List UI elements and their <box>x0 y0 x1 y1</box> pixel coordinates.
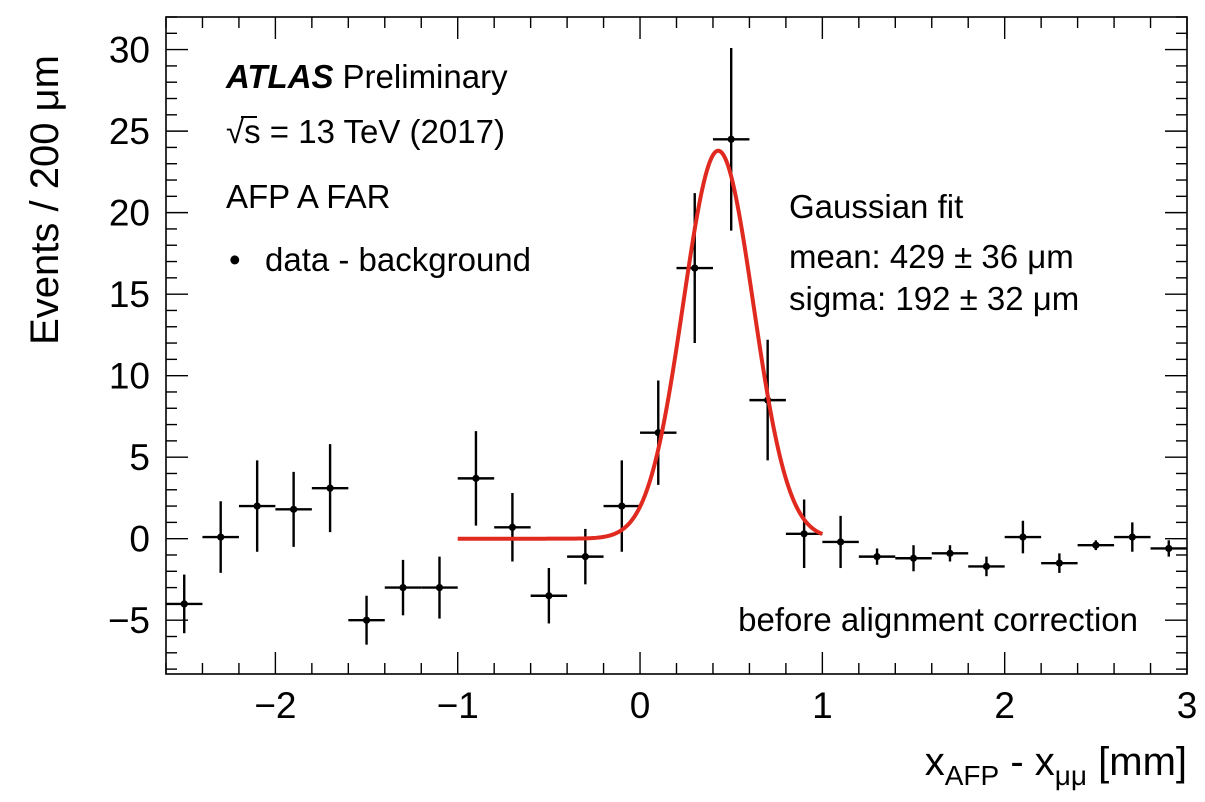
data-point <box>1150 540 1187 557</box>
data-point-marker <box>508 523 517 531</box>
data-point-marker <box>180 600 188 608</box>
y-tick-label: 15 <box>109 274 150 315</box>
x-tick-label: 0 <box>630 685 651 726</box>
data-point-marker <box>362 616 371 624</box>
data-point-marker <box>217 533 225 541</box>
data-point <box>311 444 349 533</box>
data-point <box>931 545 969 562</box>
data-point-marker <box>982 562 991 571</box>
atlas-label: ATLAS Preliminary <box>225 58 508 95</box>
data-point-marker <box>581 553 589 561</box>
x-label-minus: - x <box>999 740 1055 784</box>
y-tick-label: 20 <box>109 193 150 234</box>
data-point <box>858 548 896 565</box>
data-point-marker <box>618 502 626 510</box>
y-tick-label: −5 <box>108 600 150 641</box>
x-tick-label: −1 <box>437 685 479 726</box>
data-point-marker <box>1019 533 1027 541</box>
sqrt-symbol: √ <box>226 113 245 150</box>
x-tick-label: 1 <box>812 685 833 726</box>
data-point <box>421 556 458 619</box>
data-point <box>603 460 641 552</box>
data-point <box>384 559 422 616</box>
data-point <box>202 501 239 573</box>
data-point-marker <box>1165 544 1173 553</box>
data-point <box>822 515 859 569</box>
data-point <box>166 574 203 634</box>
y-tick-label: 30 <box>109 30 150 71</box>
data-point <box>1041 553 1078 573</box>
data-point <box>968 556 1005 577</box>
data-point <box>785 499 823 569</box>
data-point <box>1114 522 1151 552</box>
plot-frame <box>165 16 1188 675</box>
y-tick-label: 5 <box>129 437 150 478</box>
data-point-marker <box>326 484 334 492</box>
data-point-marker <box>800 530 808 538</box>
data-point <box>348 595 385 645</box>
data-point <box>895 545 932 572</box>
data-point-marker <box>253 502 261 510</box>
x-tick-label: −2 <box>254 685 296 726</box>
data-point-marker <box>472 474 480 482</box>
x-label-unit: [mm] <box>1087 740 1187 784</box>
data-point-marker <box>727 135 735 143</box>
x-label-main: x <box>925 740 945 784</box>
data-point-marker <box>1055 559 1063 567</box>
data-point <box>238 460 276 552</box>
x-label-sub-afp: AFP <box>945 760 999 791</box>
legend-marker: • <box>229 241 241 278</box>
y-tick-label: 25 <box>109 111 150 152</box>
x-tick-label: 3 <box>1177 685 1198 726</box>
data-point <box>530 568 568 624</box>
legend-label: data - background <box>265 241 531 278</box>
x-axis-label: xAFP - xμμ [mm] <box>925 740 1187 791</box>
atlas-word: ATLAS <box>225 58 334 95</box>
data-point <box>712 47 750 231</box>
tick-labels: −2 −1 0 1 2 3 −5 0 5 10 15 20 25 30 <box>108 30 1197 726</box>
data-point-marker <box>691 264 699 272</box>
x-label-sub-mumu: μμ <box>1055 760 1087 791</box>
data-point-marker <box>909 554 918 562</box>
y-axis-label: Events / 200 μm <box>23 55 67 345</box>
data-point <box>1004 520 1042 554</box>
data-point <box>494 493 531 562</box>
energy-label: √s = 13 TeV (2017) <box>226 113 505 150</box>
data-point-marker <box>290 505 298 513</box>
data-point <box>1077 540 1115 551</box>
data-point-marker <box>1128 533 1136 541</box>
data-point-marker <box>836 538 845 546</box>
data-point-marker <box>399 583 407 592</box>
data-point <box>275 471 312 547</box>
y-tick-label: 0 <box>129 519 150 560</box>
y-tick-label: 10 <box>109 356 150 397</box>
data-point-marker <box>435 583 444 592</box>
data-point <box>457 431 495 526</box>
data-point-marker <box>873 553 881 561</box>
gaussian-fit-curve <box>457 148 824 541</box>
data-point-marker <box>946 549 954 557</box>
axis-ticks <box>165 16 1188 674</box>
data-point-marker <box>1092 541 1100 549</box>
detector-label: AFP A FAR <box>226 178 390 215</box>
data-point <box>640 380 677 485</box>
preliminary-word: Preliminary <box>343 58 509 95</box>
fit-mean: mean: 429 ± 36 μm <box>789 238 1074 275</box>
note-label: before alignment correction <box>738 601 1138 638</box>
fit-title: Gaussian fit <box>789 188 963 225</box>
fit-sigma: sigma: 192 ± 32 μm <box>789 280 1079 317</box>
data-points <box>166 47 1187 645</box>
energy-text: s = 13 TeV (2017) <box>244 113 505 150</box>
x-tick-label: 2 <box>994 685 1015 726</box>
data-point-marker <box>545 592 553 600</box>
